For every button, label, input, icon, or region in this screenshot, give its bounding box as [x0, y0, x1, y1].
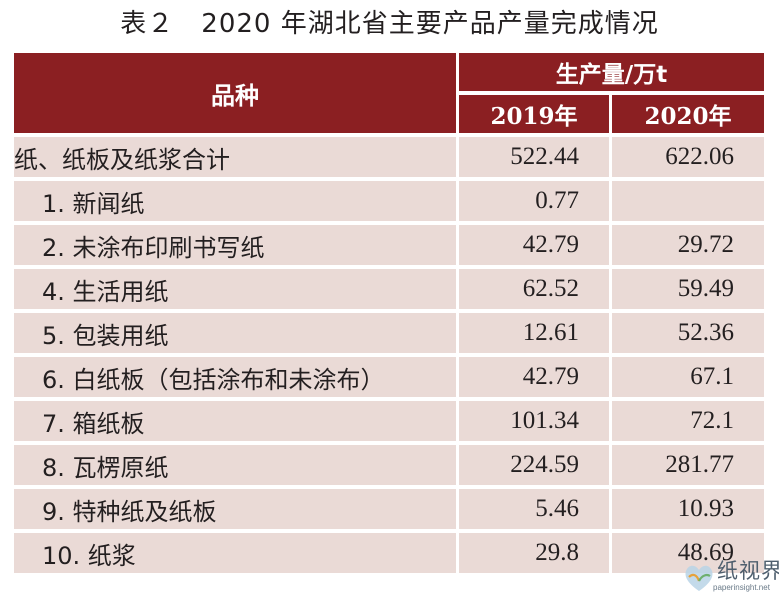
value-2020: 29.72 [612, 225, 764, 265]
row-name: 6. 白纸板（包括涂布和未涂布） [14, 357, 456, 397]
row-name: 10. 纸浆 [14, 533, 456, 573]
table-row: 10. 纸浆 29.8 48.69 [14, 533, 764, 573]
value-2020: 48.69 [612, 533, 764, 573]
table-row: 纸、纸板及纸浆合计 522.44 622.06 [14, 137, 764, 177]
value-2019: 29.8 [459, 533, 609, 573]
value-2019: 5.46 [459, 489, 609, 529]
row-name: 1. 新闻纸 [14, 181, 456, 221]
value-2019: 62.52 [459, 269, 609, 309]
value-2019: 12.61 [459, 313, 609, 353]
table-title: 表２ 2020 年湖北省主要产品产量完成情况 [120, 9, 659, 39]
table-row: 5. 包装用纸 12.61 52.36 [14, 313, 764, 353]
table-row: 8. 瓦楞原纸 224.59 281.77 [14, 445, 764, 485]
header-year-2019: 2019年 [459, 95, 609, 133]
value-2019: 101.34 [459, 401, 609, 441]
value-2020: 52.36 [612, 313, 764, 353]
row-name: 7. 箱纸板 [14, 401, 456, 441]
value-2019: 42.79 [459, 225, 609, 265]
value-2020: 281.77 [612, 445, 764, 485]
row-name: 9. 特种纸及纸板 [14, 489, 456, 529]
table-row: 4. 生活用纸 62.52 59.49 [14, 269, 764, 309]
row-name: 4. 生活用纸 [14, 269, 456, 309]
value-2020: 72.1 [612, 401, 764, 441]
value-2020 [612, 181, 764, 221]
heart-leaf-icon [685, 565, 713, 591]
table-row: 1. 新闻纸 0.77 [14, 181, 764, 221]
value-2020: 10.93 [612, 489, 764, 529]
row-name: 8. 瓦楞原纸 [14, 445, 456, 485]
watermark-brand: 纸视界 [717, 559, 779, 583]
row-name: 2. 未涂布印刷书写纸 [14, 225, 456, 265]
table-row: 2. 未涂布印刷书写纸 42.79 29.72 [14, 225, 764, 265]
watermark-url: paperinsight.net [713, 583, 770, 592]
row-name: 纸、纸板及纸浆合计 [14, 137, 456, 177]
value-2020: 67.1 [612, 357, 764, 397]
header-item: 品种 [14, 53, 456, 133]
value-2020: 59.49 [612, 269, 764, 309]
value-2020: 622.06 [612, 137, 764, 177]
value-2019: 522.44 [459, 137, 609, 177]
value-2019: 0.77 [459, 181, 609, 221]
value-2019: 224.59 [459, 445, 609, 485]
table-row: 9. 特种纸及纸板 5.46 10.93 [14, 489, 764, 529]
row-name: 5. 包装用纸 [14, 313, 456, 353]
table-row: 6. 白纸板（包括涂布和未涂布） 42.79 67.1 [14, 357, 764, 397]
header-production-volume: 生产量/万t [459, 53, 764, 91]
production-table: 品种 生产量/万t 2019年 2020年 纸、纸板及纸浆合计 522.44 6… [11, 49, 767, 577]
table-row: 7. 箱纸板 101.34 72.1 [14, 401, 764, 441]
header-year-2020: 2020年 [612, 95, 764, 133]
watermark-logo: 纸视界 paperinsight.net [679, 553, 779, 598]
value-2019: 42.79 [459, 357, 609, 397]
